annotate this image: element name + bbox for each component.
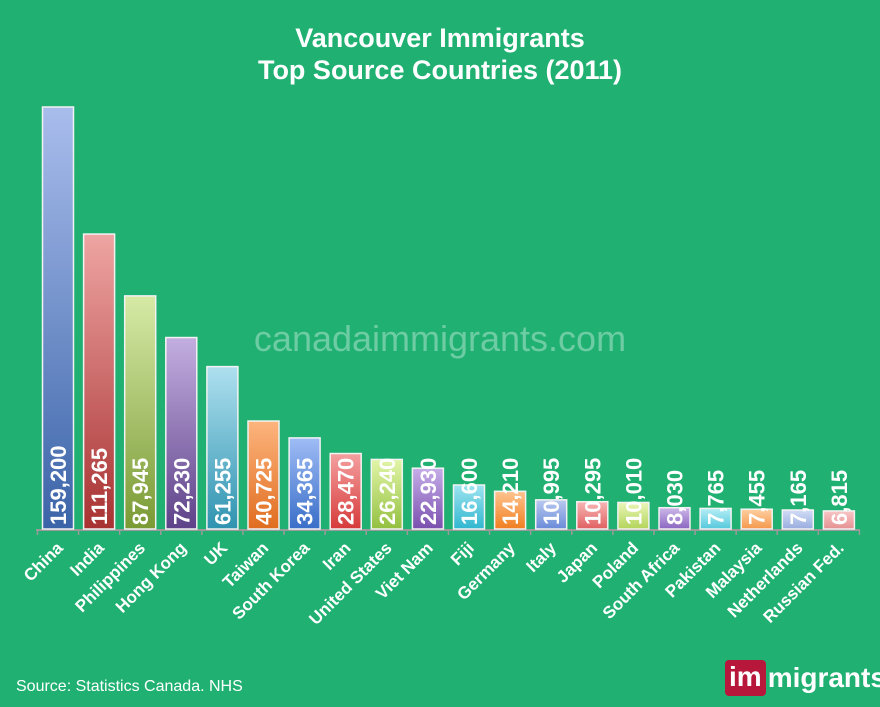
bar [123,295,157,530]
bar [370,458,404,530]
data-label: 10,295 [580,458,605,525]
bar [82,233,116,530]
data-label: 34,365 [293,458,318,525]
data-label: 72,230 [169,458,194,525]
data-label: 7,765 [704,470,729,525]
data-label: 8,030 [663,470,688,525]
bar [206,365,239,530]
watermark: canadaimmigrants.com [253,318,627,359]
data-label: 14,210 [498,458,523,525]
logo-mark: im [725,660,766,696]
data-label: 87,945 [128,458,153,525]
bar [247,420,280,530]
data-label: 16,600 [457,458,482,525]
logo-text: migrants [767,662,880,693]
bar [781,509,815,530]
data-label: 111,265 [87,448,112,525]
category-label: China [20,538,67,585]
title-line-2: Top Source Countries (2011) [257,55,623,85]
data-label: 26,240 [375,458,400,525]
chart-title: Vancouver Immigrants Top Source Countrie… [0,22,880,86]
data-label: 22,930 [416,458,441,525]
bar [329,452,362,530]
category-label: Iran [319,538,354,573]
data-label: 159,200 [46,445,71,525]
data-label: 40,725 [252,458,277,525]
bar [534,499,568,530]
bar [452,484,486,530]
title-line-1: Vancouver Immigrants [295,23,585,53]
category-label: Fiji [447,538,478,569]
bar [288,437,321,530]
data-label: 28,470 [334,458,359,525]
bar [822,510,856,530]
data-label: 7,165 [786,470,811,525]
source-note: Source: Statistics Canada. NHS [16,678,243,695]
bar [576,500,609,530]
bar [658,506,691,530]
bar [617,501,650,530]
bar [41,106,75,530]
data-label: 61,255 [210,458,235,525]
bar [411,467,445,530]
category-label: UK [200,538,231,569]
bar [493,490,527,530]
bar [699,507,732,530]
data-label: 10,010 [621,458,646,525]
data-label: 10,995 [539,458,564,525]
data-label: 7,455 [745,470,770,525]
data-label: 6,815 [827,470,852,525]
bar [740,508,773,530]
bar [165,336,198,530]
immigrants-logo: im migrants [725,660,880,696]
